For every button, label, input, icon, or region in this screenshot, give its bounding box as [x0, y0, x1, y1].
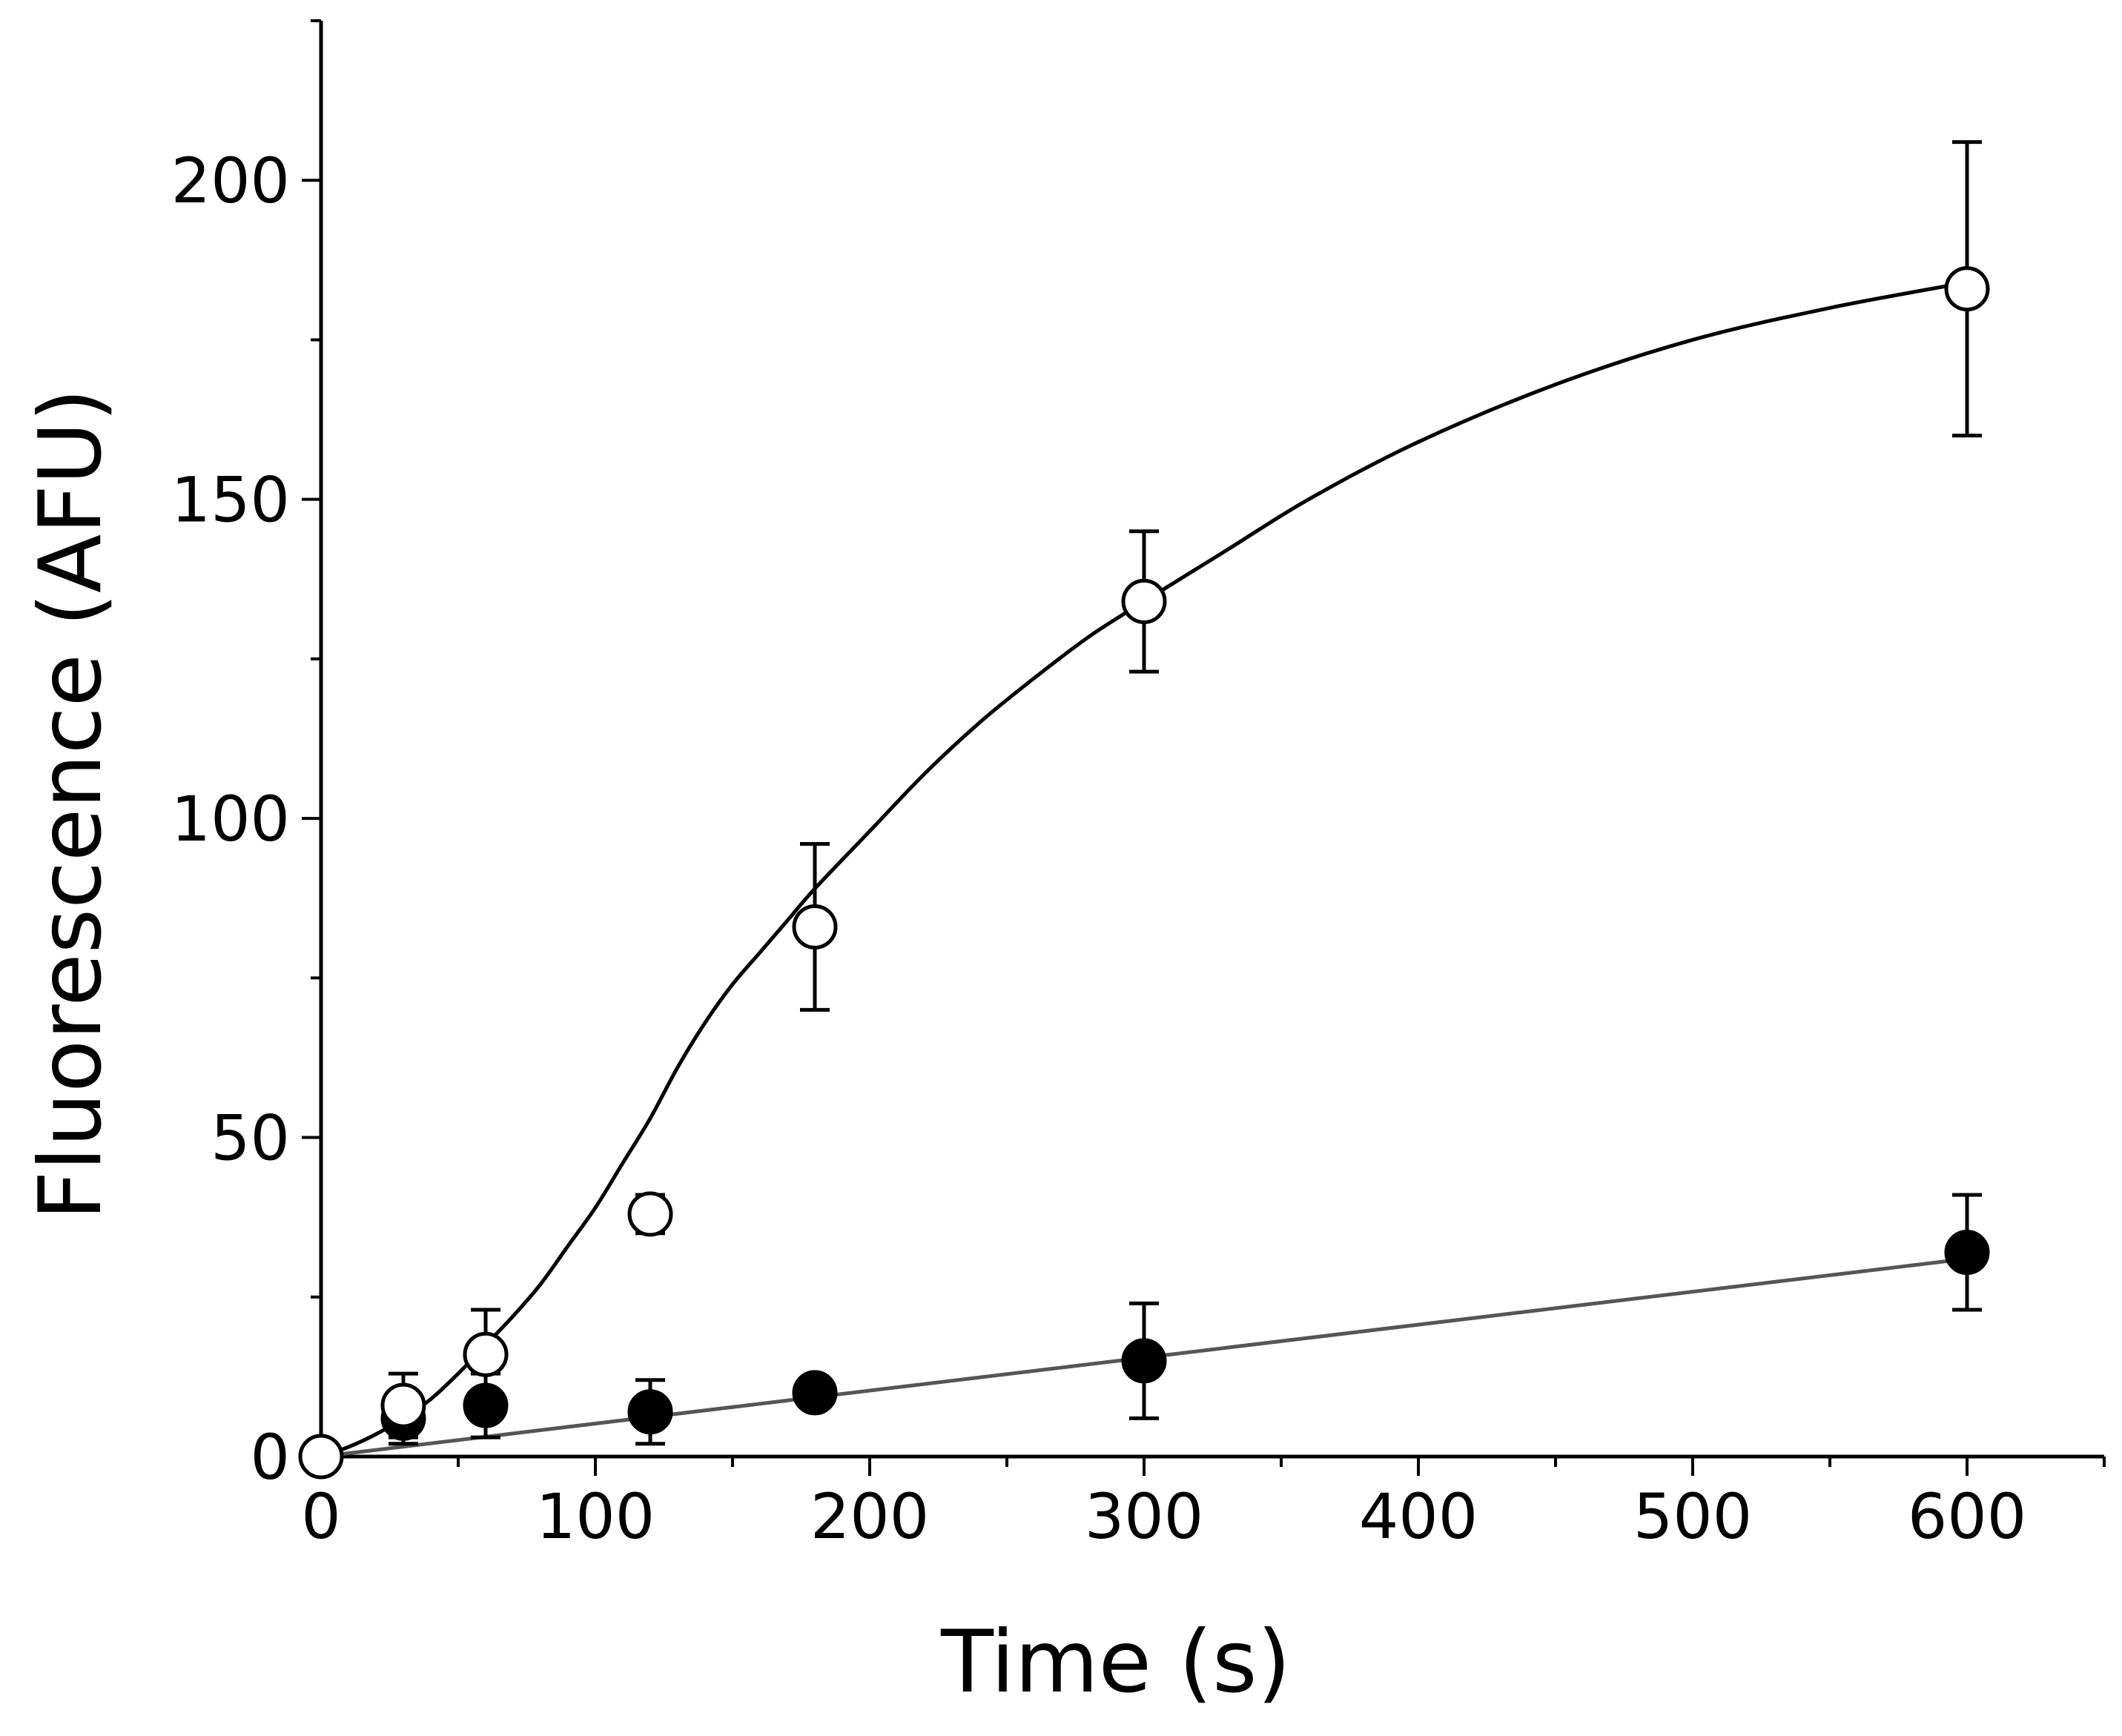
y-tick-label: 100 [171, 783, 290, 855]
tick-labels: 0 100 200 300 400 500 600 0 50 100 150 200 [171, 145, 2027, 1553]
y-tick-label: 50 [211, 1102, 290, 1175]
filled-circle-point [627, 1389, 673, 1435]
x-tick-label: 100 [536, 1480, 655, 1553]
x-tick-label: 200 [810, 1480, 929, 1553]
x-tick-label: 0 [301, 1480, 340, 1553]
y-tick-label: 0 [251, 1421, 290, 1494]
y-axis-title: Fluorescence (AFU) [21, 388, 121, 1221]
y-tick-label: 200 [171, 145, 290, 217]
x-tick-label: 500 [1633, 1480, 1752, 1553]
error-bars [389, 140, 1982, 1446]
filled-circle-point [1944, 1230, 1990, 1276]
open-circle-point [627, 1191, 673, 1237]
open-circle-point [1944, 266, 1990, 312]
open-circle-point [792, 904, 838, 950]
x-tick-label: 600 [1908, 1480, 2026, 1553]
open-circle-point [298, 1434, 344, 1480]
data-points [298, 266, 1990, 1480]
filled-circle-point [792, 1370, 838, 1416]
open-circle-point [1121, 578, 1167, 624]
fit-lines [320, 280, 1968, 1459]
filled-circle-point [463, 1382, 509, 1428]
open-circle-point [463, 1331, 509, 1377]
fit-line-series-1 [320, 280, 1968, 1459]
x-axis-title: Time (s) [940, 1612, 1291, 1712]
axes [319, 21, 2104, 1459]
filled-circle-point [1121, 1338, 1167, 1384]
ticks [302, 19, 2106, 1476]
x-tick-label: 300 [1085, 1480, 1203, 1553]
x-tick-label: 400 [1359, 1480, 1478, 1553]
y-tick-label: 150 [171, 464, 290, 537]
open-circle-point [380, 1382, 426, 1428]
